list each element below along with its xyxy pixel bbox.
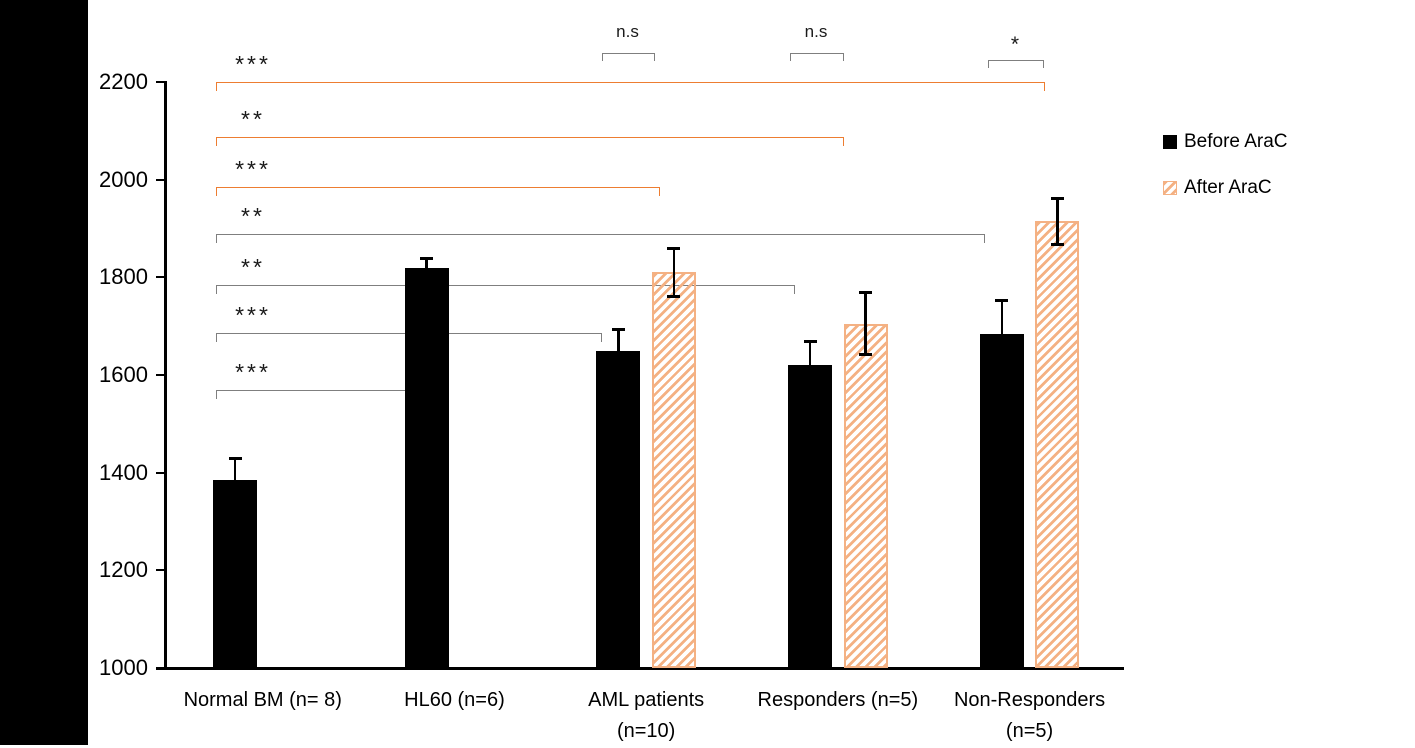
error-bar-whisker xyxy=(672,248,676,297)
error-bar-whisker xyxy=(1056,197,1059,245)
y-axis-tick-label: 1400 xyxy=(99,459,148,485)
y-axis-tick-label: 2000 xyxy=(99,166,148,192)
legend-label: Before AraC xyxy=(1184,131,1288,152)
bar-after-arac-cat3 xyxy=(843,323,888,668)
error-bar-cap-top xyxy=(859,290,873,294)
error-bar-cap-top xyxy=(803,339,817,343)
error-bar-cap-bottom xyxy=(667,294,681,298)
error-bar-whisker xyxy=(1000,300,1004,337)
bar-before-arac-cat0 xyxy=(213,479,257,668)
error-bar-cap-top xyxy=(995,299,1009,303)
y-axis-tick-label: 2200 xyxy=(99,69,148,94)
y-axis-tick xyxy=(156,81,164,83)
y-axis-tick-label: 1000 xyxy=(99,655,148,680)
x-axis-category-label: HL60 (n=6) xyxy=(404,689,505,711)
error-bar-whisker xyxy=(425,257,428,270)
error-bar-whisker xyxy=(864,291,867,356)
y-axis-tick-label: 1800 xyxy=(99,264,148,290)
legend-swatch-after-arac xyxy=(1163,181,1177,195)
pair-significance-label: n.s xyxy=(616,22,639,41)
y-axis-tick-label: 1600 xyxy=(99,362,148,387)
y-axis-tick xyxy=(156,569,164,572)
y-axis-tick xyxy=(156,276,164,279)
pair-significance-bracket xyxy=(790,53,844,61)
error-bar-cap-top xyxy=(1050,196,1064,200)
bar-after-arac-cat4 xyxy=(1035,221,1080,668)
left-black-panel xyxy=(0,0,88,745)
y-axis-tick xyxy=(156,471,164,474)
error-bar-cap-top xyxy=(611,327,625,331)
significance-label: *** xyxy=(235,359,271,385)
significance-label: *** xyxy=(235,156,271,182)
error-bar-whisker xyxy=(617,328,620,353)
x-axis-category-label: Responders (n=5) xyxy=(757,689,919,711)
pair-significance-label: * xyxy=(1010,33,1020,56)
pair-significance-label: n.s xyxy=(804,22,828,41)
significance-label: ** xyxy=(241,203,265,229)
significance-bracket xyxy=(216,234,985,243)
significance-label: *** xyxy=(235,302,271,328)
bar-after-arac-cat2 xyxy=(651,272,696,668)
y-axis-tick-label: 1200 xyxy=(99,557,148,583)
x-axis-category-label: Non-Responders xyxy=(953,689,1106,711)
significance-bracket xyxy=(216,137,844,146)
error-bar-cap-top xyxy=(228,457,242,461)
error-bar-whisker xyxy=(233,458,237,482)
error-bar-whisker xyxy=(808,340,812,368)
significance-label: *** xyxy=(235,51,271,77)
bar-before-arac-cat2 xyxy=(596,350,641,668)
x-axis-category-label-line2: (n=5) xyxy=(1005,720,1054,742)
y-axis-tick xyxy=(156,667,164,669)
y-axis-tick xyxy=(156,178,164,181)
bar-before-arac-cat4 xyxy=(979,334,1024,668)
significance-label: ** xyxy=(241,254,265,280)
x-axis-line xyxy=(156,667,1124,670)
error-bar-cap-bottom xyxy=(1050,242,1064,246)
significance-label: ** xyxy=(241,106,265,132)
pair-significance-bracket xyxy=(602,53,655,61)
significance-bracket xyxy=(216,285,795,294)
x-axis-category-label: AML patients xyxy=(588,689,705,711)
pair-significance-bracket xyxy=(988,60,1044,68)
bar-before-arac-cat3 xyxy=(788,365,833,668)
legend-label: After AraC xyxy=(1184,177,1272,198)
error-bar-cap-bottom xyxy=(859,353,873,357)
significance-bracket xyxy=(216,187,660,196)
error-bar-cap-top xyxy=(667,247,681,251)
legend-swatch-before-arac xyxy=(1163,135,1177,149)
significance-bracket xyxy=(216,82,1045,91)
error-bar-cap-top xyxy=(420,256,434,260)
x-axis-category-label-line2: (n=10) xyxy=(616,720,676,742)
y-axis-tick xyxy=(156,374,164,376)
x-axis-category-label: Normal BM (n= 8) xyxy=(183,689,342,711)
y-axis-line xyxy=(164,81,167,669)
bar-before-arac-cat1 xyxy=(404,267,449,668)
